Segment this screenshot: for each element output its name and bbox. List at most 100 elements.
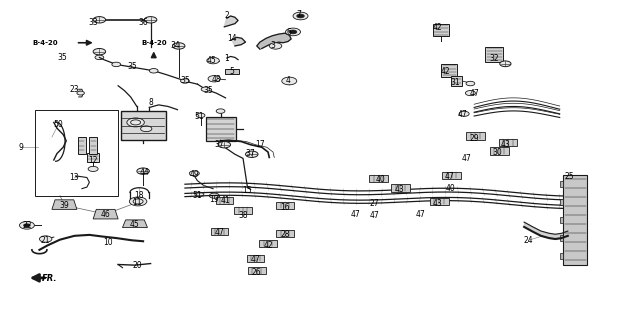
Polygon shape — [123, 220, 148, 228]
Bar — [498, 139, 517, 146]
Bar — [560, 199, 563, 205]
Text: 47: 47 — [461, 154, 471, 163]
Text: 47: 47 — [470, 89, 479, 98]
Text: 2: 2 — [225, 12, 229, 20]
Bar — [87, 153, 100, 162]
Text: 35: 35 — [180, 76, 190, 85]
Text: 14: 14 — [227, 34, 237, 43]
Bar — [369, 175, 388, 182]
Text: 9: 9 — [18, 143, 23, 152]
Text: 36: 36 — [138, 19, 148, 28]
Polygon shape — [257, 33, 291, 49]
Circle shape — [130, 197, 147, 206]
Text: 27: 27 — [369, 198, 379, 207]
Text: 24: 24 — [524, 236, 533, 245]
Text: 25: 25 — [564, 172, 574, 181]
Circle shape — [293, 12, 308, 20]
Text: 42: 42 — [263, 241, 273, 250]
Text: 12: 12 — [88, 156, 98, 164]
Circle shape — [112, 62, 121, 67]
Text: 32: 32 — [490, 54, 499, 63]
Polygon shape — [52, 200, 77, 209]
Circle shape — [88, 166, 98, 172]
Text: 28: 28 — [280, 230, 290, 239]
Text: 43: 43 — [501, 140, 510, 149]
Text: 22: 22 — [22, 221, 32, 230]
Circle shape — [141, 126, 152, 132]
Circle shape — [269, 43, 282, 49]
Text: 47: 47 — [444, 172, 454, 181]
Text: 34: 34 — [171, 41, 180, 51]
Text: 51: 51 — [193, 191, 202, 200]
Bar — [441, 64, 457, 76]
Circle shape — [39, 236, 52, 242]
Text: 47: 47 — [250, 255, 260, 264]
Bar — [560, 235, 563, 241]
Text: 47: 47 — [369, 211, 379, 220]
Bar — [276, 202, 294, 209]
Text: 8: 8 — [148, 98, 153, 107]
Circle shape — [145, 17, 157, 23]
Text: 42: 42 — [433, 23, 443, 32]
Text: 39: 39 — [59, 201, 69, 210]
Text: 43: 43 — [433, 198, 443, 207]
Text: 1: 1 — [225, 54, 229, 63]
Text: 40: 40 — [446, 184, 455, 193]
Bar — [248, 268, 265, 274]
Circle shape — [19, 221, 34, 229]
Bar — [276, 230, 294, 237]
Bar — [247, 255, 264, 262]
Text: 35: 35 — [57, 53, 67, 62]
Text: 47: 47 — [416, 210, 425, 219]
Circle shape — [196, 113, 205, 118]
Circle shape — [127, 118, 145, 127]
Circle shape — [93, 49, 106, 55]
Text: 38: 38 — [239, 211, 248, 220]
Bar — [485, 47, 503, 62]
Bar — [433, 24, 449, 36]
Text: 6: 6 — [287, 28, 292, 37]
Polygon shape — [93, 209, 118, 219]
Circle shape — [218, 141, 230, 148]
Circle shape — [93, 17, 106, 23]
Text: 31: 31 — [451, 78, 460, 87]
Circle shape — [285, 28, 300, 36]
Text: 20: 20 — [132, 261, 141, 270]
Circle shape — [297, 14, 304, 18]
Text: 40: 40 — [376, 175, 386, 184]
Circle shape — [180, 79, 189, 83]
Text: B-4-20: B-4-20 — [33, 40, 58, 46]
Circle shape — [172, 43, 185, 49]
Circle shape — [207, 57, 219, 64]
Circle shape — [95, 55, 104, 60]
Text: 23: 23 — [69, 85, 80, 94]
Text: FR.: FR. — [42, 274, 57, 283]
Bar — [466, 132, 485, 140]
Circle shape — [459, 111, 469, 116]
Text: 43: 43 — [394, 185, 404, 194]
Circle shape — [150, 68, 158, 73]
Bar — [560, 217, 563, 223]
Text: 7: 7 — [297, 10, 302, 19]
Circle shape — [465, 91, 475, 96]
Bar — [430, 198, 449, 205]
Text: 33: 33 — [88, 19, 98, 28]
Bar — [205, 117, 235, 141]
Text: 10: 10 — [103, 238, 113, 247]
Circle shape — [23, 223, 31, 227]
Text: 4: 4 — [285, 76, 290, 85]
Text: 45: 45 — [130, 220, 140, 229]
Text: 47: 47 — [215, 228, 224, 237]
Text: 48: 48 — [212, 75, 221, 84]
Text: 44: 44 — [140, 168, 149, 177]
Bar — [560, 181, 563, 187]
Bar — [121, 111, 166, 140]
Circle shape — [137, 168, 150, 174]
Text: 51: 51 — [195, 113, 204, 122]
Bar — [451, 76, 462, 86]
Text: 47: 47 — [458, 110, 468, 119]
Text: 19: 19 — [210, 195, 219, 204]
Circle shape — [500, 61, 511, 67]
Bar — [210, 228, 228, 235]
Circle shape — [195, 192, 203, 197]
